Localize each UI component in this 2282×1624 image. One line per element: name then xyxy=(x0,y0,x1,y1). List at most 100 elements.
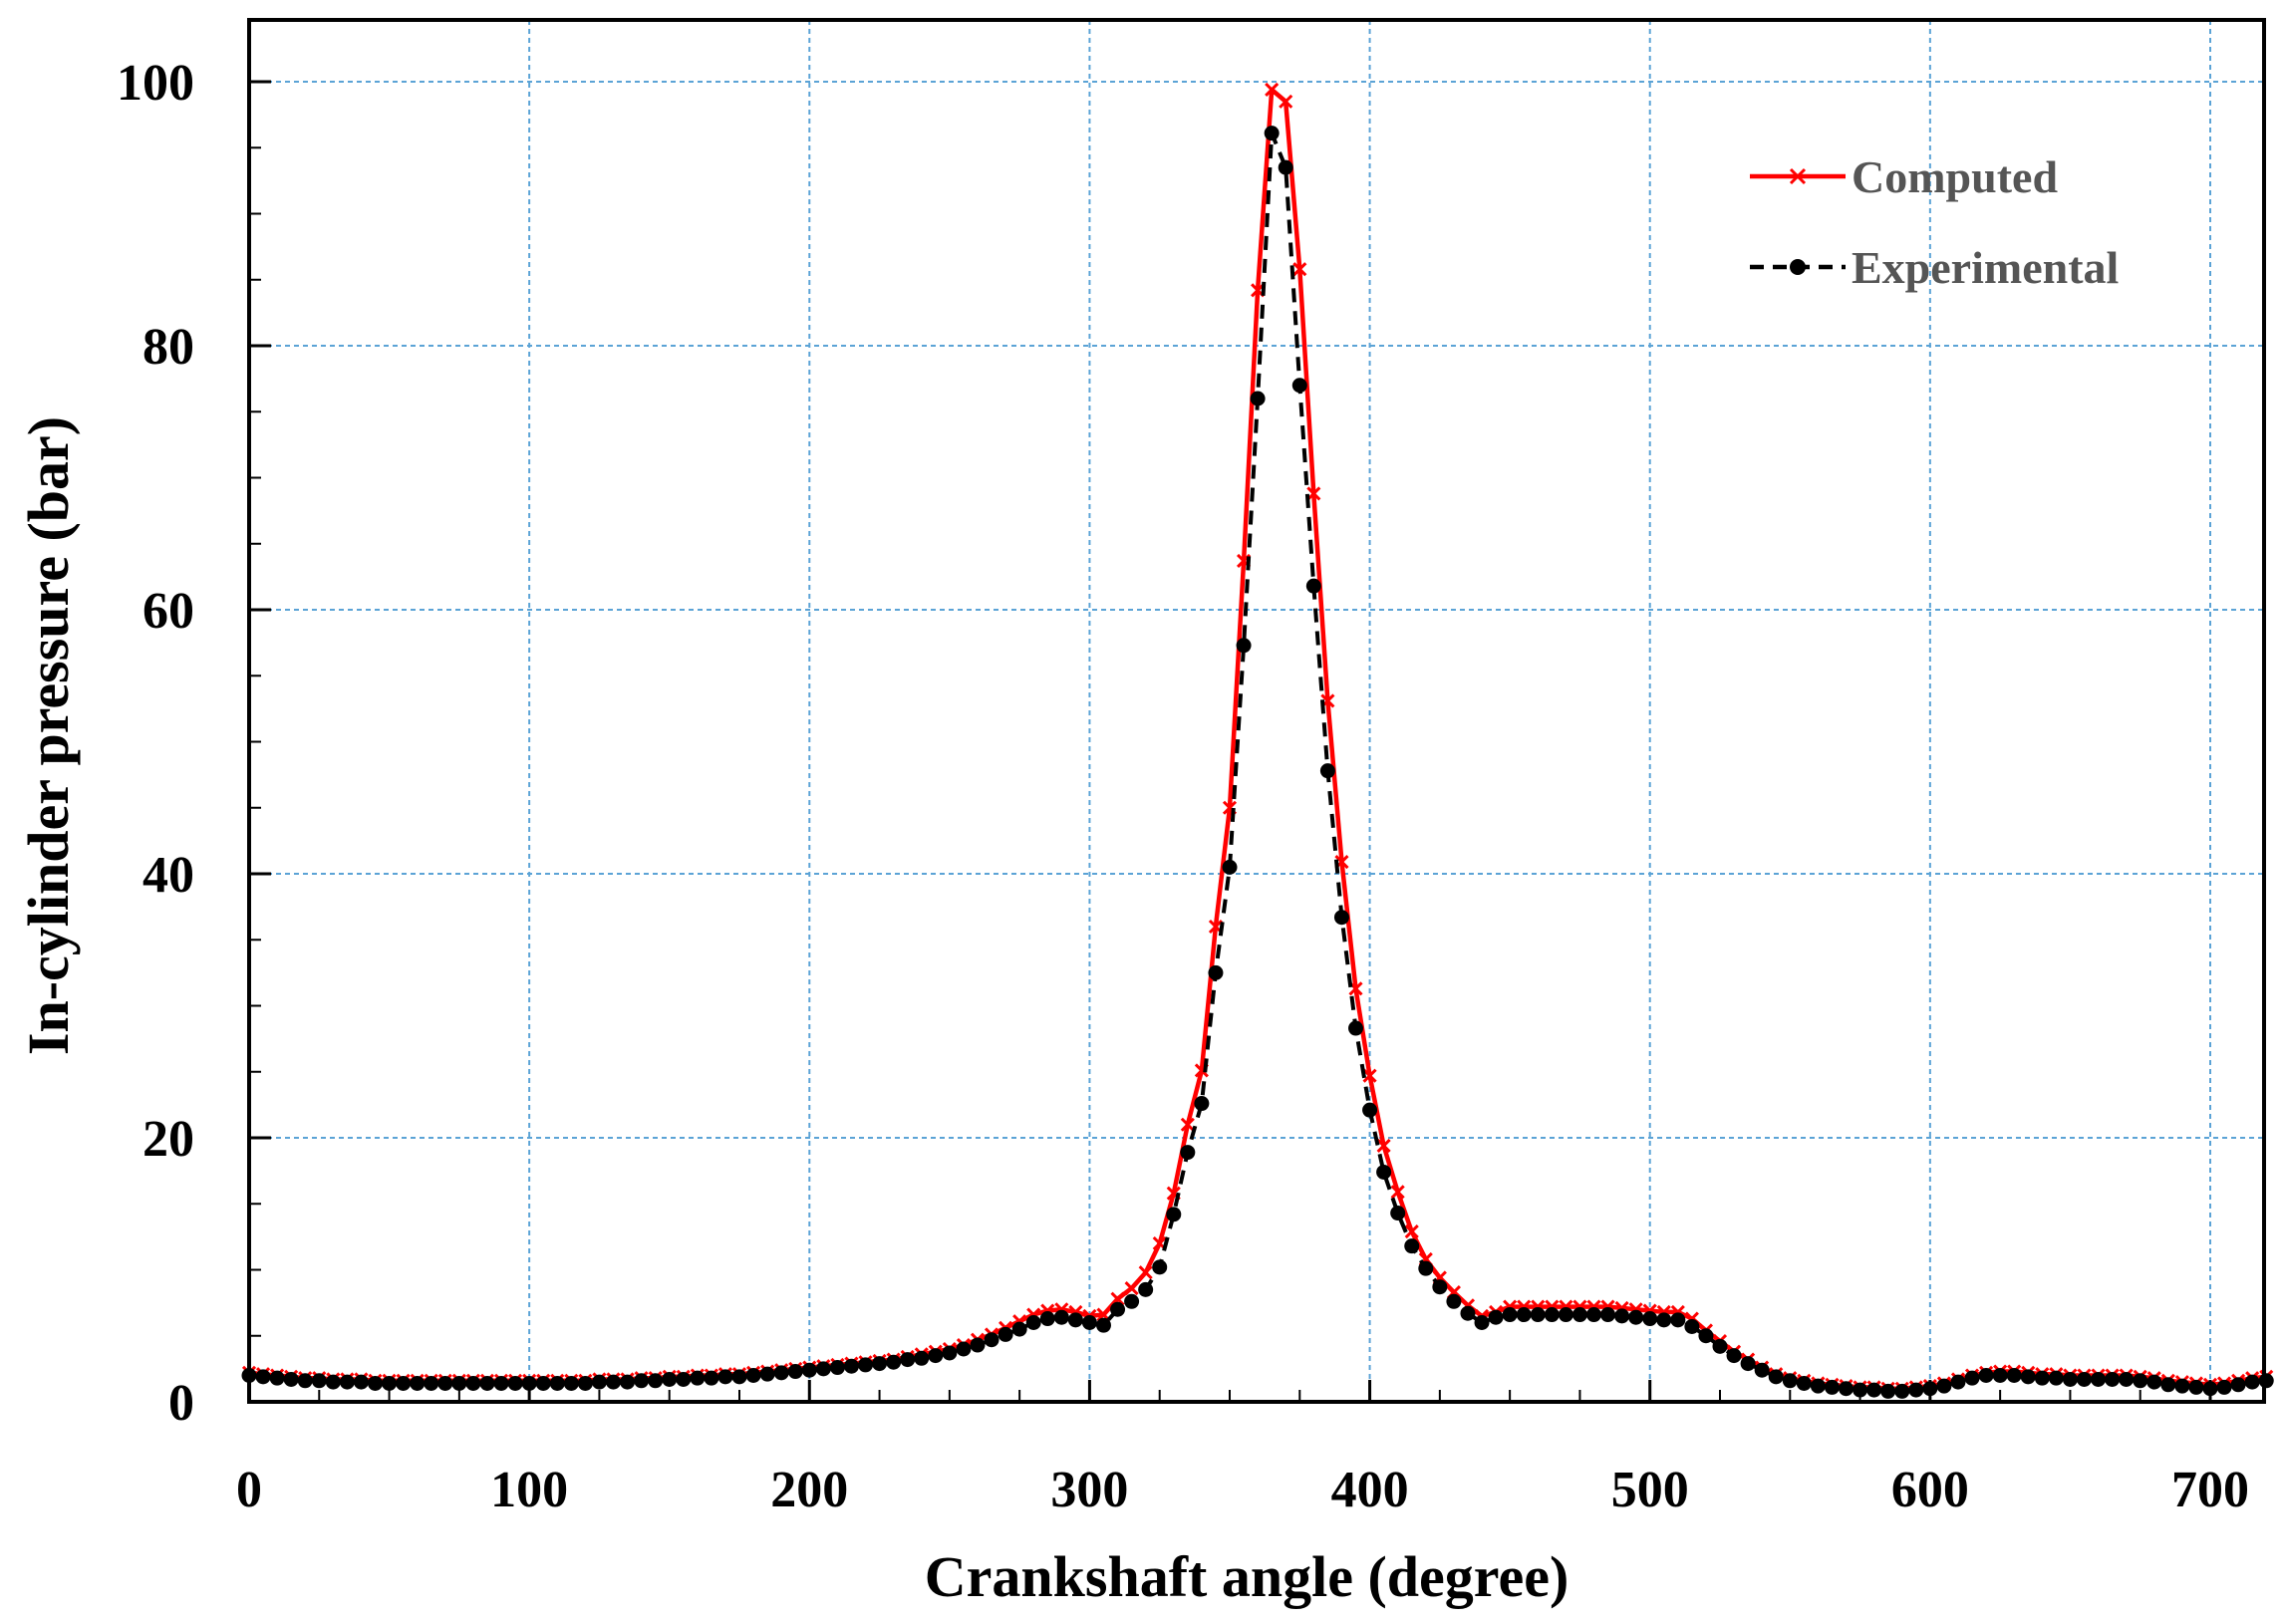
legend-item-computed: Computed xyxy=(1750,151,2058,202)
data-point xyxy=(717,1369,733,1385)
data-point xyxy=(1516,1307,1532,1323)
data-point xyxy=(956,1341,972,1357)
data-point xyxy=(1600,1307,1616,1323)
legend-label: Experimental xyxy=(1852,242,2119,293)
data-point xyxy=(1166,1207,1182,1222)
data-point xyxy=(886,1354,902,1370)
data-point xyxy=(283,1371,299,1387)
data-point xyxy=(1670,1312,1686,1328)
data-point xyxy=(759,1366,775,1382)
x-tick-label: 300 xyxy=(1050,1462,1128,1518)
data-point xyxy=(690,1370,706,1386)
data-point xyxy=(1684,1318,1700,1334)
data-point xyxy=(1376,1138,1391,1154)
data-point xyxy=(1460,1305,1476,1321)
data-point xyxy=(900,1352,916,1368)
data-point xyxy=(942,1345,958,1361)
grid-lines xyxy=(249,20,2264,1402)
data-point xyxy=(269,1370,285,1386)
data-point xyxy=(1936,1378,1952,1394)
data-point xyxy=(2020,1369,2036,1385)
data-point xyxy=(563,1375,579,1391)
series-experimental xyxy=(241,126,2274,1399)
data-point xyxy=(1558,1307,1573,1323)
data-point xyxy=(1544,1307,1560,1323)
data-point xyxy=(1095,1317,1111,1333)
data-point xyxy=(1265,82,1280,98)
data-point xyxy=(535,1375,551,1391)
data-point xyxy=(1474,1315,1490,1330)
x-tick-label: 200 xyxy=(770,1462,848,1518)
data-point xyxy=(1796,1375,1812,1391)
y-tick-label: 80 xyxy=(143,319,194,376)
data-point xyxy=(396,1375,412,1391)
data-point xyxy=(1839,1381,1854,1397)
data-point xyxy=(634,1373,650,1389)
data-point xyxy=(1908,1382,1924,1398)
data-point xyxy=(1782,1373,1798,1389)
data-point xyxy=(2006,1368,2022,1383)
data-point xyxy=(1152,1259,1168,1275)
data-point xyxy=(1305,578,1321,594)
data-point xyxy=(465,1375,481,1391)
data-point xyxy=(1488,1309,1504,1325)
data-point xyxy=(1067,1312,1083,1328)
data-point xyxy=(1656,1312,1672,1328)
data-point xyxy=(1894,1383,1910,1399)
data-point xyxy=(1853,1382,1868,1398)
legend: Computed Experimental xyxy=(1750,151,2119,293)
data-point xyxy=(1740,1356,1756,1372)
data-point xyxy=(2244,1374,2260,1390)
y-tick-label: 20 xyxy=(143,1111,194,1168)
data-point xyxy=(1446,1293,1462,1309)
data-point xyxy=(815,1361,831,1377)
data-point xyxy=(1866,1382,1882,1398)
data-point xyxy=(1698,1328,1714,1344)
data-point xyxy=(2146,1374,2162,1390)
data-point xyxy=(1754,1362,1770,1378)
data-point xyxy=(662,1371,678,1387)
data-point xyxy=(1712,1338,1728,1354)
data-point xyxy=(1992,1368,2008,1383)
data-point xyxy=(970,1337,986,1353)
data-point xyxy=(1614,1308,1630,1324)
data-point xyxy=(1291,378,1307,394)
data-point xyxy=(1571,1307,1587,1323)
y-tick-label: 40 xyxy=(143,847,194,904)
data-point xyxy=(1964,1370,1980,1386)
data-point xyxy=(451,1375,467,1391)
legend-label: Computed xyxy=(1852,151,2058,202)
data-point xyxy=(2160,1377,2176,1393)
data-point xyxy=(1053,1309,1069,1325)
data-point xyxy=(255,1369,271,1385)
data-point xyxy=(704,1370,719,1386)
data-point xyxy=(1236,638,1252,654)
data-point xyxy=(1880,1383,1896,1399)
series-layer xyxy=(241,82,2274,1399)
data-point xyxy=(2105,1371,2121,1387)
data-point xyxy=(787,1364,803,1380)
data-point xyxy=(353,1374,369,1390)
data-point xyxy=(1264,126,1280,141)
data-point xyxy=(1432,1279,1448,1295)
data-point xyxy=(1039,1311,1055,1327)
data-point xyxy=(1306,486,1321,501)
y-tick-label: 0 xyxy=(168,1375,194,1432)
data-point xyxy=(1390,1185,1405,1200)
data-point xyxy=(493,1375,509,1391)
data-point xyxy=(605,1374,621,1390)
data-point xyxy=(1530,1307,1546,1323)
data-point xyxy=(731,1369,747,1385)
data-point xyxy=(382,1375,398,1391)
data-point xyxy=(773,1365,789,1381)
data-point xyxy=(1978,1368,1994,1383)
data-point xyxy=(424,1375,439,1391)
data-point xyxy=(2062,1371,2078,1387)
data-point xyxy=(2258,1373,2274,1389)
data-point xyxy=(1768,1369,1784,1385)
data-point xyxy=(1124,1280,1139,1296)
x-tick-label: 700 xyxy=(2171,1462,2249,1518)
data-point xyxy=(1922,1381,1938,1397)
data-point xyxy=(1362,1068,1377,1083)
data-point xyxy=(998,1326,1013,1342)
